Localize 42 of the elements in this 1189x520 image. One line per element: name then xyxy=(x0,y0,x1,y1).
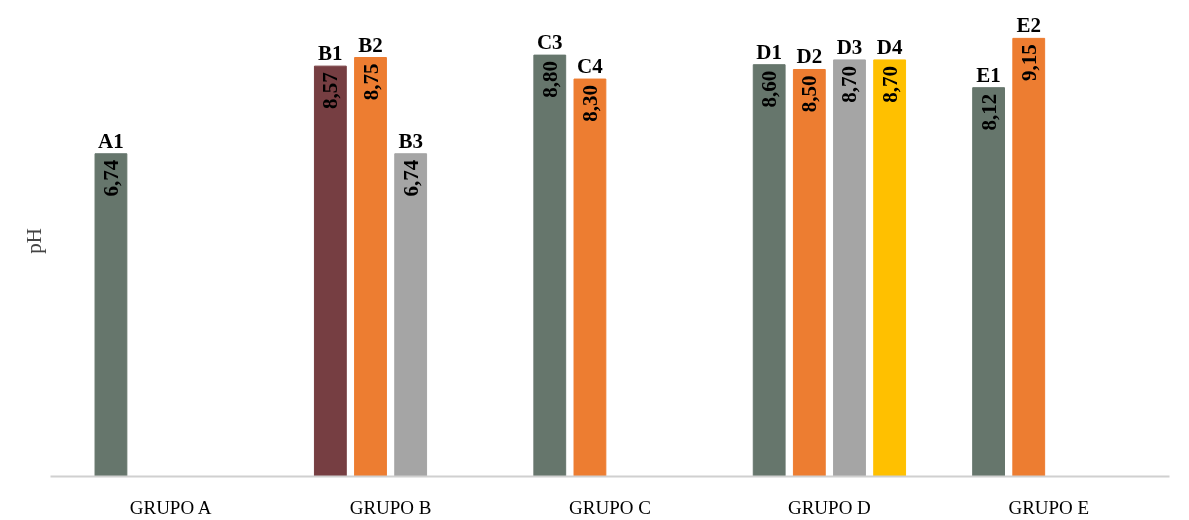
data-label: 8,30 xyxy=(577,85,602,122)
x-tick-label: GRUPO C xyxy=(569,496,651,518)
x-tick-label: GRUPO D xyxy=(787,496,871,518)
text: E2 xyxy=(1016,13,1042,38)
data-label: 8,50 xyxy=(797,75,822,113)
annotation: E1 xyxy=(976,62,1001,87)
data-label: 8,60 xyxy=(757,70,782,108)
bar xyxy=(313,65,347,477)
bar xyxy=(94,153,128,477)
annotation: B1 xyxy=(318,41,343,66)
data-label: 8,70 xyxy=(837,65,862,103)
x-tick-label: GRUPO E xyxy=(1008,496,1090,518)
annotation: B2 xyxy=(358,32,383,57)
bar xyxy=(394,153,428,477)
bar xyxy=(873,59,907,477)
annotation: D2 xyxy=(796,44,823,69)
bar xyxy=(354,57,387,477)
data-label: 8,70 xyxy=(877,65,902,103)
annotation: D1 xyxy=(756,39,783,64)
data-label: 8,80 xyxy=(537,61,562,98)
data-label: 9,15 xyxy=(1016,44,1041,82)
data-label: 8,57 xyxy=(318,72,343,109)
annotation: A1 xyxy=(98,128,124,153)
x-tick-label: GRUPO A xyxy=(129,496,212,518)
data-label: 8,12 xyxy=(976,93,1001,131)
annotation: C3 xyxy=(536,30,563,55)
annotation: C4 xyxy=(577,54,604,79)
bar xyxy=(833,59,866,477)
data-label: 6,74 xyxy=(398,159,423,197)
bar xyxy=(752,64,786,477)
annotation: B3 xyxy=(398,128,423,153)
bar xyxy=(1012,37,1046,477)
bar xyxy=(533,54,567,477)
bar xyxy=(972,87,1005,477)
y-axis-title: pH xyxy=(21,228,46,254)
bar xyxy=(792,68,826,477)
annotation: D4 xyxy=(876,34,903,59)
data-label: 8,75 xyxy=(358,63,383,101)
annotation: D3 xyxy=(836,34,863,59)
data-label: 6,74 xyxy=(98,159,123,197)
bar xyxy=(573,78,607,477)
x-tick-label: GRUPO B xyxy=(349,496,432,518)
